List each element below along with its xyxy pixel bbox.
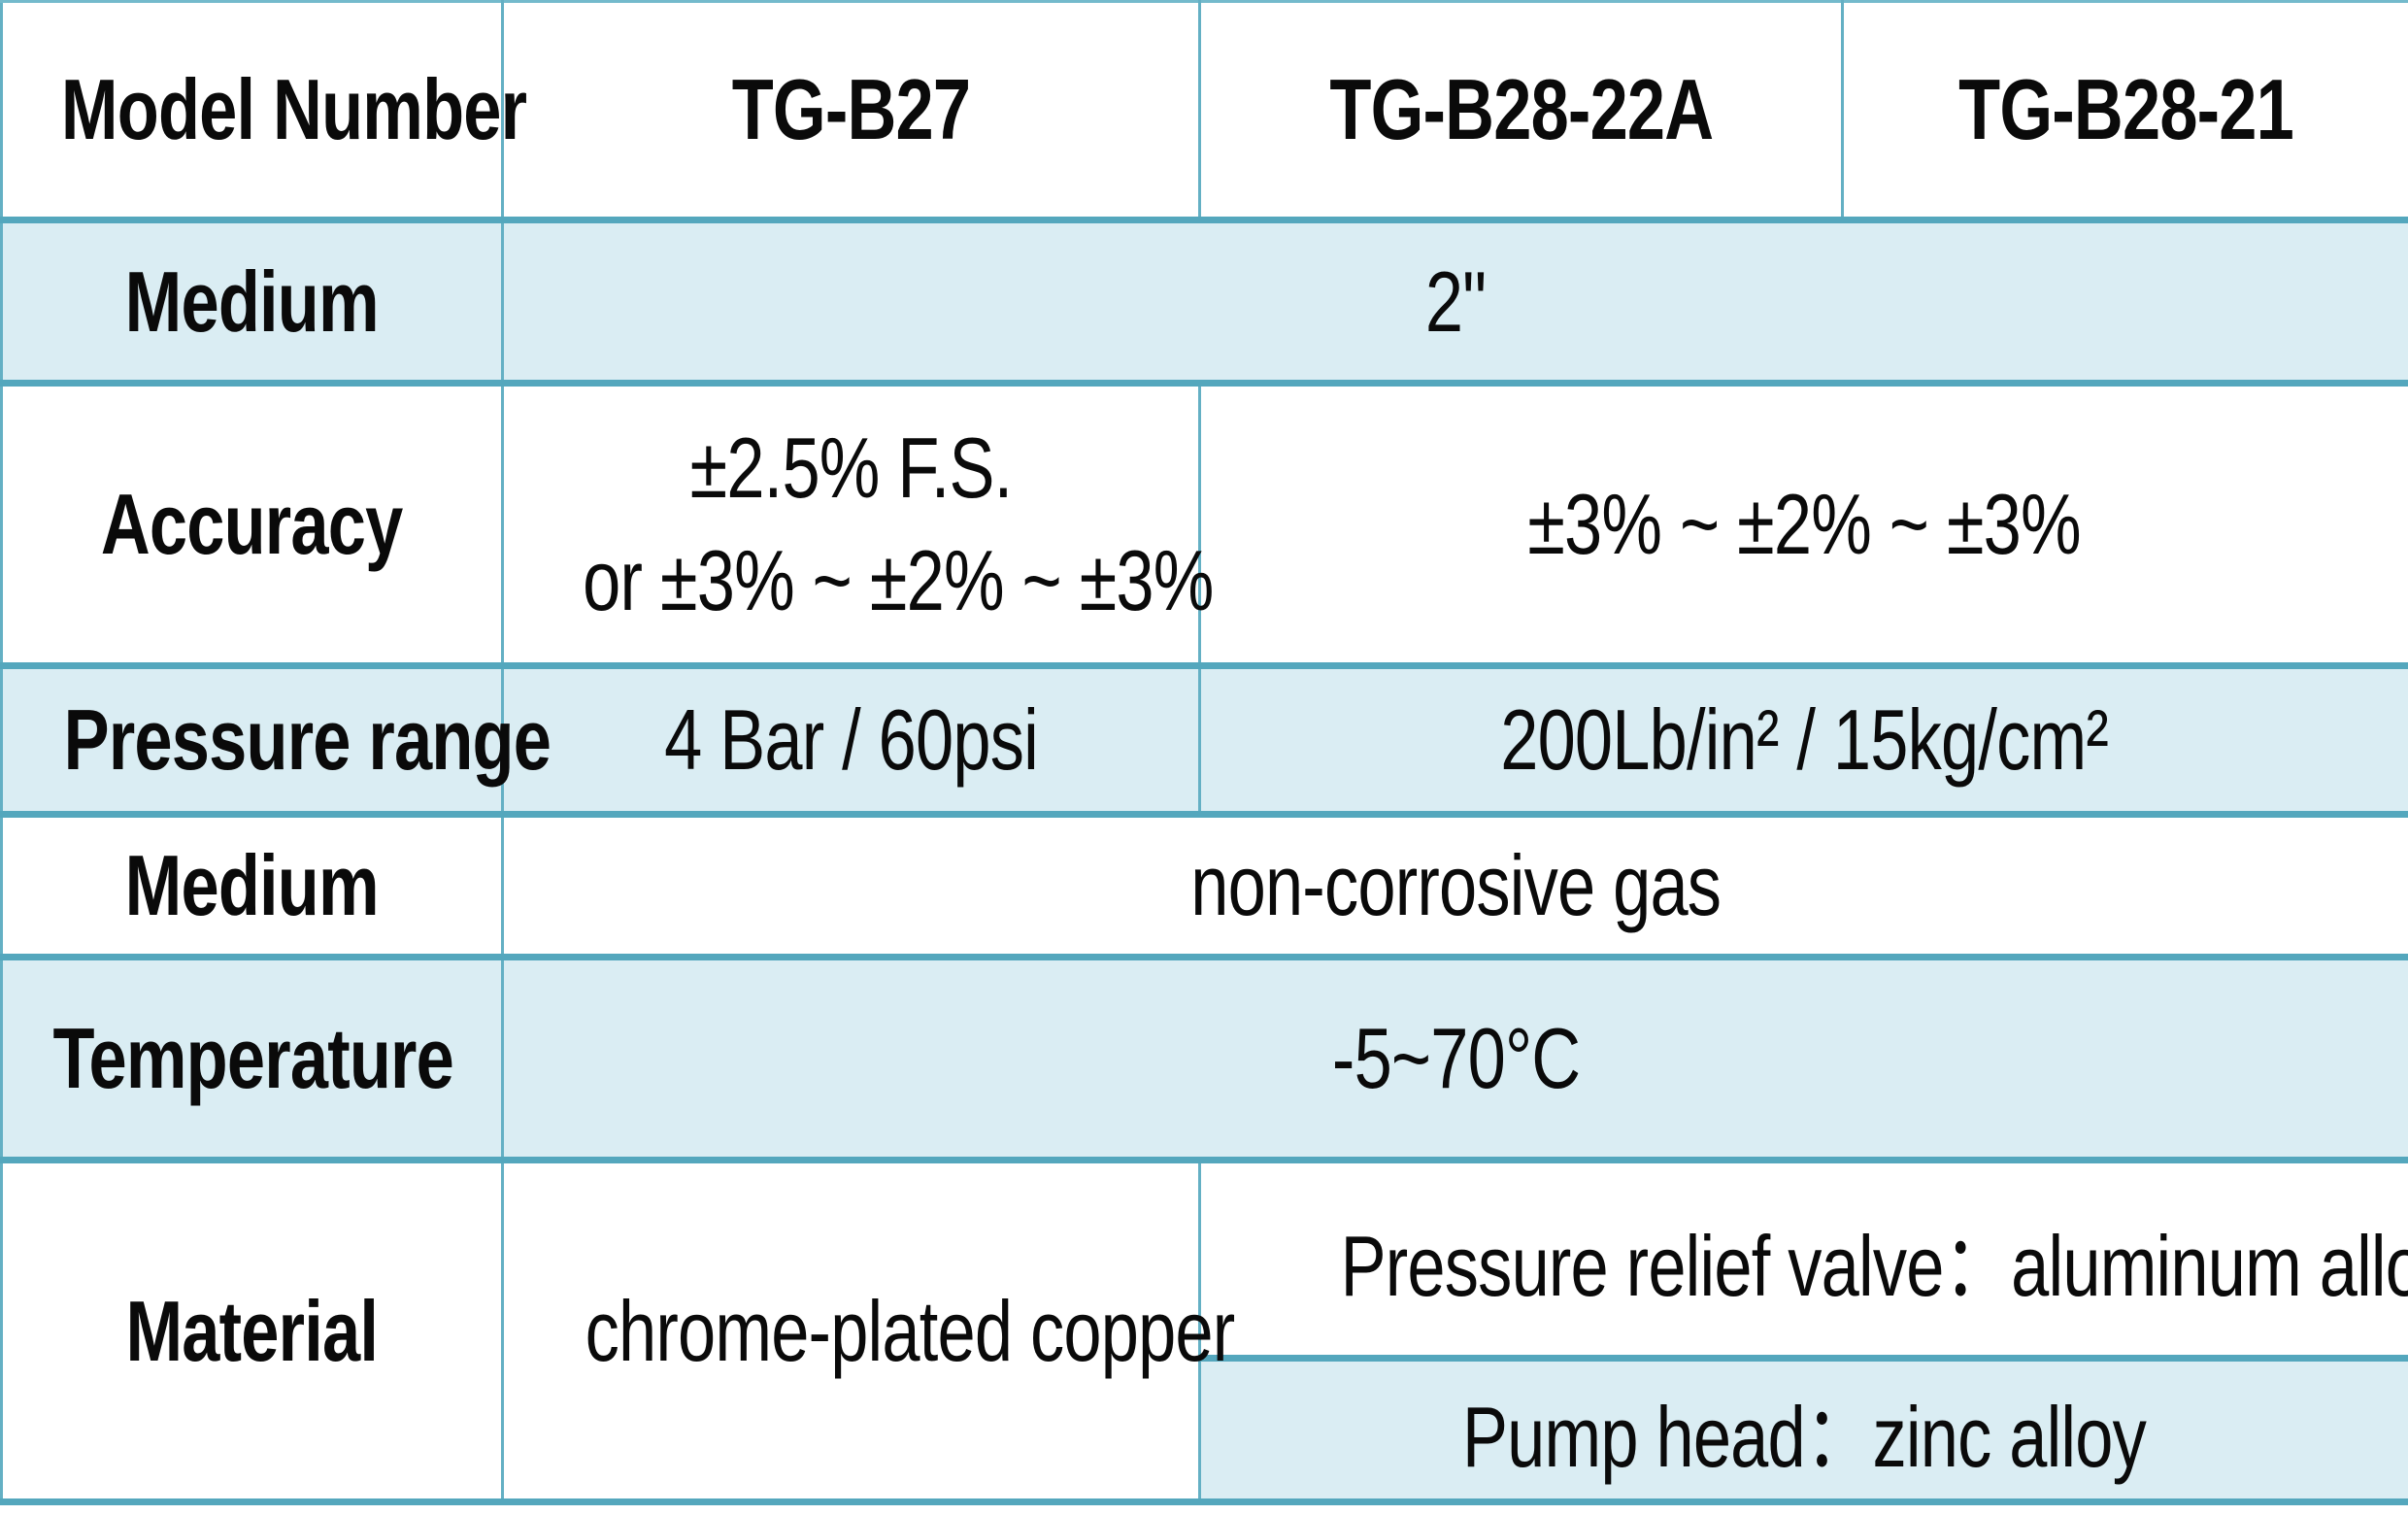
accuracy-tg-b28-value: ±3% ~ ±2% ~ ±3% <box>1527 476 2082 572</box>
medium-gas-label: Medium <box>124 837 380 933</box>
pressure-range-tg-b27-cell: 4 Bar / 60psi <box>501 662 1201 818</box>
material-label: Material <box>125 1282 379 1379</box>
pressure-range-tg-b27-value: 4 Bar / 60psi <box>664 691 1039 788</box>
temperature-value-cell: -5~70°C <box>501 954 2408 1163</box>
material-pump-value: Pump head：zinc alloy <box>1462 1389 2147 1485</box>
material-pump-row: Pump head：zinc alloy <box>2 1355 2408 1505</box>
pressure-range-label: Pressure range <box>63 691 552 788</box>
material-pump-cell: Pump head：zinc alloy <box>1198 1355 2408 1505</box>
accuracy-label-cell: Accuracy <box>0 380 504 669</box>
medium-size-row: Medium 2" <box>0 217 2408 387</box>
model-tg-b28-22a-cell: TG-B28-22A <box>1198 0 1844 223</box>
material-valve-value: Pressure relief valve：aluminum alloy <box>1340 1218 2408 1314</box>
pressure-range-label-cell: Pressure range <box>0 662 552 818</box>
pressure-range-tg-b28-cell: 200Lb/in² / 15kg/cm² <box>1198 662 2408 818</box>
model-tg-b28-21: TG-B28-21 <box>1958 61 2294 157</box>
medium-size-label-cell: Medium <box>0 217 504 387</box>
temperature-row: Temperature -5~70°C <box>0 954 2408 1163</box>
medium-gas-label-cell: Medium <box>0 811 504 960</box>
accuracy-tg-b27-line2: or ±3% ~ ±2% ~ ±3% <box>583 532 1214 628</box>
material-valve-cell: Pressure relief valve：aluminum alloy <box>1198 1157 2408 1362</box>
medium-gas-row: Medium non-corrosive gas <box>0 811 2408 960</box>
model-tg-b27: TG-B27 <box>731 61 971 157</box>
temperature-value: -5~70°C <box>1331 1010 1581 1106</box>
medium-gas-value-cell: non-corrosive gas <box>501 811 2408 960</box>
model-tg-b28-22a: TG-B28-22A <box>1329 61 1714 157</box>
pressure-range-row: Pressure range 4 Bar / 60psi 200Lb/in² /… <box>0 662 2408 818</box>
medium-size-value: 2" <box>1425 252 1487 350</box>
accuracy-tg-b27-cell: ±2.5% F.S. or ±3% ~ ±2% ~ ±3% <box>501 380 1214 669</box>
temperature-label-cell: Temperature <box>0 954 504 1163</box>
temperature-label: Temperature <box>52 1010 454 1106</box>
accuracy-row: Accuracy ±2.5% F.S. or ±3% ~ ±2% ~ ±3% ±… <box>0 380 2408 669</box>
model-tg-b28-21-cell: TG-B28-21 <box>1841 0 2408 223</box>
pressure-range-tg-b28-value: 200Lb/in² / 15kg/cm² <box>1500 691 2110 788</box>
header-label-cell: Model Number <box>0 0 527 223</box>
material-tg-b27-cell: chrome-plated copper <box>501 1157 1235 1505</box>
accuracy-tg-b28-cell: ±3% ~ ±2% ~ ±3% <box>1198 380 2408 669</box>
medium-size-label: Medium <box>124 252 380 350</box>
material-label-cell: Material <box>0 1157 504 1505</box>
material-tg-b27-value: chrome-plated copper <box>585 1282 1236 1379</box>
medium-gas-value: non-corrosive gas <box>1190 837 1722 933</box>
accuracy-tg-b27-line1: ±2.5% F.S. <box>689 419 1014 516</box>
header-label: Model Number <box>60 61 527 157</box>
header-row: Model Number TG-B27 TG-B28-22A TG-B28-21 <box>0 0 2408 223</box>
model-tg-b27-cell: TG-B27 <box>501 0 1201 223</box>
accuracy-label: Accuracy <box>101 476 403 572</box>
material-row: Material chrome-plated copper Pressure r… <box>0 1157 2408 1505</box>
medium-size-value-cell: 2" <box>501 217 2408 387</box>
